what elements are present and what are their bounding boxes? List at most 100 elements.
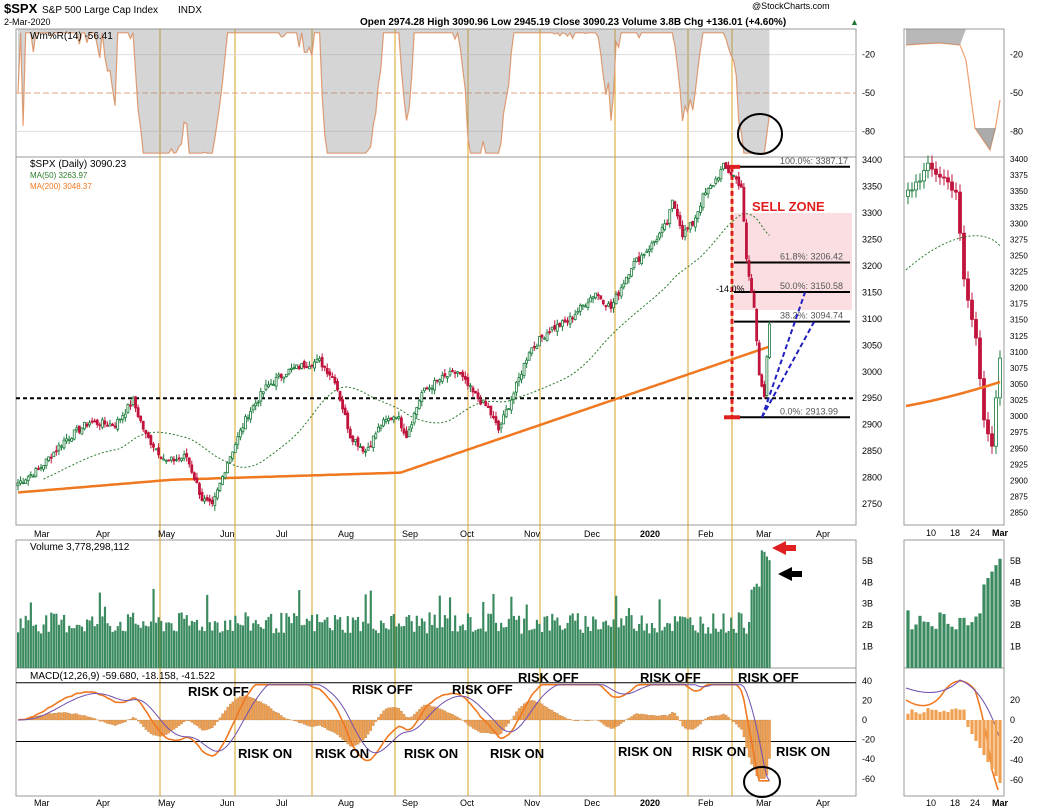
volume-bar xyxy=(213,621,216,668)
macd-histogram-bar xyxy=(321,719,324,727)
right-candle-body xyxy=(942,176,946,179)
right-will-fill-bottom xyxy=(975,128,996,150)
right-zoom-panel: 3400 3375 3350 3325 3300 3275 3250 3225 3200 3175… xyxy=(905,29,1028,808)
volume-bar xyxy=(535,619,539,668)
candle-body xyxy=(157,447,160,456)
volume-bar xyxy=(538,623,541,668)
candle-body xyxy=(660,227,664,233)
price-panel: 3400 3350 3300 3250 3200 3150 3100 3050 3000 2950… xyxy=(16,155,882,539)
price-tick-label: 2900 xyxy=(862,420,882,430)
volume-bar xyxy=(523,618,526,668)
candle-body xyxy=(387,417,391,422)
macd-histogram-bar xyxy=(683,719,687,729)
right-macd-bar xyxy=(966,720,970,727)
candle-body xyxy=(658,232,661,239)
candle-body xyxy=(540,334,544,338)
candle-body xyxy=(604,305,608,308)
volume-bar xyxy=(193,621,196,668)
candle-body xyxy=(175,459,178,461)
candle-body xyxy=(382,419,385,427)
candle-body xyxy=(757,342,761,376)
right-date-label: Mar xyxy=(992,528,1009,538)
macd-histogram-bar xyxy=(453,715,457,721)
volume-bar xyxy=(336,619,339,668)
macd-tick-label: -40 xyxy=(862,754,875,764)
candle-body xyxy=(356,437,360,447)
candle-body xyxy=(113,425,117,428)
candle-body xyxy=(236,436,240,445)
right-ma200-line xyxy=(905,380,1001,408)
candle-body xyxy=(428,387,431,390)
macd-histogram-bar xyxy=(722,713,725,721)
candle-body xyxy=(586,302,590,308)
volume-bar xyxy=(556,617,559,668)
candle-body xyxy=(394,416,398,419)
candle-body xyxy=(261,391,265,395)
volume-bar xyxy=(760,550,763,668)
right-volume-bar xyxy=(926,621,930,668)
right-volume-bar xyxy=(954,629,958,668)
macd-circle xyxy=(743,766,781,798)
volume-bar xyxy=(400,626,403,668)
candle-body xyxy=(70,437,74,442)
right-volume-bar xyxy=(974,616,978,668)
macd-histogram-bar xyxy=(103,719,107,723)
macd-histogram-bar xyxy=(55,713,58,721)
candle-body xyxy=(515,381,518,393)
volume-bar xyxy=(609,626,613,668)
right-volume-bar xyxy=(906,610,910,668)
right-price-tick: 3150 xyxy=(1010,316,1028,325)
macd-tick-label: 0 xyxy=(862,715,867,725)
right-macd-date-label: Mar xyxy=(992,798,1009,808)
macd-histogram-bar xyxy=(451,714,454,721)
volume-bar xyxy=(638,623,641,668)
macd-histogram-bar xyxy=(400,711,403,721)
macd-histogram-bar xyxy=(85,716,89,721)
volume-bar xyxy=(632,628,636,668)
macd-month-label: May xyxy=(158,798,176,808)
macd-histogram-bar xyxy=(147,719,150,732)
volume-bar xyxy=(413,631,416,668)
candle-body xyxy=(210,499,214,505)
macd-histogram-bar xyxy=(119,719,122,724)
macd-histogram-bar xyxy=(576,719,580,721)
volume-bar xyxy=(264,620,268,668)
macd-histogram-bar xyxy=(372,719,375,726)
macd-histogram-bar xyxy=(241,696,245,721)
candle-body xyxy=(438,379,442,383)
volume-bar xyxy=(602,621,605,668)
macd-histogram-bar xyxy=(543,705,546,721)
candle-body xyxy=(177,457,181,460)
fib-label: 38.2%: 3094.74 xyxy=(780,311,843,321)
volume-bar xyxy=(405,616,408,668)
candle-body xyxy=(121,415,125,420)
right-macd-bar xyxy=(978,720,982,748)
volume-bar xyxy=(356,616,360,668)
volume-bar xyxy=(740,613,743,668)
candle-body xyxy=(277,374,281,377)
macd-histogram-bar xyxy=(597,719,600,721)
macd-histogram-bar xyxy=(395,707,398,721)
macd-histogram-bar xyxy=(131,717,135,721)
macd-label: MACD(12,26,9) -59.680, -18.158, -41.522 xyxy=(30,671,216,682)
candle-body xyxy=(706,187,710,195)
candle-body xyxy=(57,444,61,451)
candle-body xyxy=(246,417,250,420)
candle-body xyxy=(195,477,199,484)
candle-body xyxy=(85,423,89,427)
volume-bar xyxy=(17,632,20,668)
candle-body xyxy=(129,404,132,407)
macd-histogram-bar xyxy=(300,719,303,724)
macd-signal-line xyxy=(17,684,770,782)
macd-month-label: Jun xyxy=(220,798,235,808)
right-macd-bar xyxy=(942,710,946,720)
candle-body xyxy=(295,364,298,369)
volume-bar xyxy=(344,632,347,668)
macd-histogram-bar xyxy=(139,719,142,724)
volume-bar xyxy=(566,622,569,668)
macd-histogram-bar xyxy=(359,719,362,743)
volume-bar xyxy=(86,619,89,668)
candle-body xyxy=(267,384,270,388)
macd-histogram-bar xyxy=(75,713,79,721)
macd-month-label: Apr xyxy=(96,798,110,808)
